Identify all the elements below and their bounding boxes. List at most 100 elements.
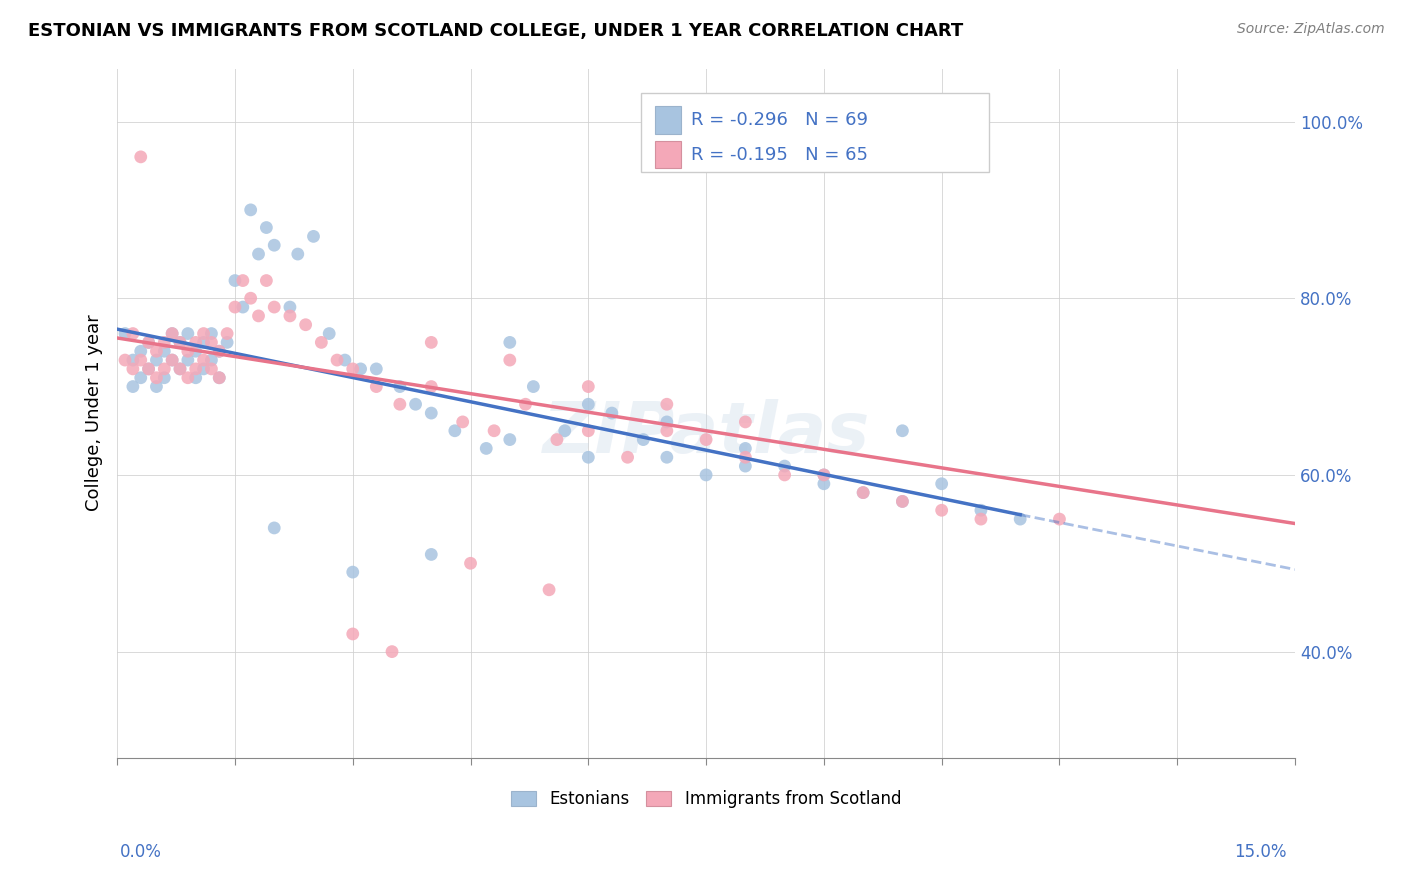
Point [200, 362, 222, 376]
Point [193, 335, 215, 350]
Point [482, 424, 505, 438]
Point [217, 326, 239, 341]
Point [554, 424, 576, 438]
Point [160, 353, 183, 368]
Point [138, 335, 160, 350]
Point [460, 556, 482, 570]
Point [145, 344, 167, 359]
Point [169, 335, 191, 350]
Point [294, 318, 316, 332]
Point [515, 397, 537, 411]
Point [217, 335, 239, 350]
Bar [655, 106, 682, 134]
Point [129, 344, 152, 359]
Point [184, 370, 207, 384]
Point [224, 274, 246, 288]
Point [342, 627, 364, 641]
Point [499, 433, 522, 447]
Point [239, 291, 262, 305]
Text: ESTONIAN VS IMMIGRANTS FROM SCOTLAND COLLEGE, UNDER 1 YEAR CORRELATION CHART: ESTONIAN VS IMMIGRANTS FROM SCOTLAND COL… [28, 22, 963, 40]
Point [177, 353, 200, 368]
Point [200, 335, 222, 350]
FancyBboxPatch shape [641, 93, 988, 172]
Point [813, 476, 835, 491]
Point [633, 433, 655, 447]
Point [655, 450, 678, 465]
Point [342, 362, 364, 376]
Point [160, 353, 183, 368]
Point [405, 397, 427, 411]
Point [891, 424, 914, 438]
Point [333, 353, 356, 368]
Point [538, 582, 561, 597]
Point [153, 344, 176, 359]
Point [239, 202, 262, 217]
Point [734, 459, 756, 474]
Point [263, 521, 285, 535]
Point [891, 494, 914, 508]
Point [381, 645, 404, 659]
Point [600, 406, 623, 420]
Point [208, 344, 231, 359]
Point [177, 344, 200, 359]
Point [499, 353, 522, 368]
Point [852, 485, 875, 500]
Point [138, 335, 160, 350]
Point [388, 397, 411, 411]
Point [169, 362, 191, 376]
Point [153, 335, 176, 350]
Point [145, 379, 167, 393]
Point [695, 467, 717, 482]
Point [122, 379, 145, 393]
Point [970, 512, 993, 526]
Point [891, 494, 914, 508]
Legend: Estonians, Immigrants from Scotland: Estonians, Immigrants from Scotland [505, 783, 908, 814]
Point [129, 353, 152, 368]
Point [420, 379, 443, 393]
Point [576, 424, 599, 438]
Point [177, 370, 200, 384]
Point [773, 467, 796, 482]
Point [122, 353, 145, 368]
Y-axis label: College, Under 1 year: College, Under 1 year [86, 315, 103, 511]
Point [208, 370, 231, 384]
Text: R = -0.296   N = 69: R = -0.296 N = 69 [690, 112, 868, 129]
Point [443, 424, 465, 438]
Point [302, 229, 325, 244]
Point [318, 326, 340, 341]
Point [655, 397, 678, 411]
Point [655, 415, 678, 429]
Point [852, 485, 875, 500]
Point [734, 442, 756, 456]
Point [475, 442, 498, 456]
Point [169, 362, 191, 376]
Point [177, 326, 200, 341]
Point [114, 326, 136, 341]
Point [813, 467, 835, 482]
Point [1010, 512, 1032, 526]
Text: Source: ZipAtlas.com: Source: ZipAtlas.com [1237, 22, 1385, 37]
Point [129, 370, 152, 384]
Point [420, 406, 443, 420]
Point [576, 379, 599, 393]
Point [263, 238, 285, 252]
Point [311, 335, 333, 350]
Point [655, 424, 678, 438]
Point [184, 362, 207, 376]
Point [193, 362, 215, 376]
Point [129, 150, 152, 164]
Point [342, 565, 364, 579]
Point [184, 335, 207, 350]
Point [616, 450, 638, 465]
Point [193, 353, 215, 368]
Text: 15.0%: 15.0% [1234, 843, 1286, 861]
Point [970, 503, 993, 517]
Point [695, 433, 717, 447]
Point [263, 300, 285, 314]
Text: R = -0.195   N = 65: R = -0.195 N = 65 [690, 145, 868, 163]
Point [366, 362, 388, 376]
Point [200, 326, 222, 341]
Point [208, 370, 231, 384]
Point [247, 309, 270, 323]
Point [576, 397, 599, 411]
